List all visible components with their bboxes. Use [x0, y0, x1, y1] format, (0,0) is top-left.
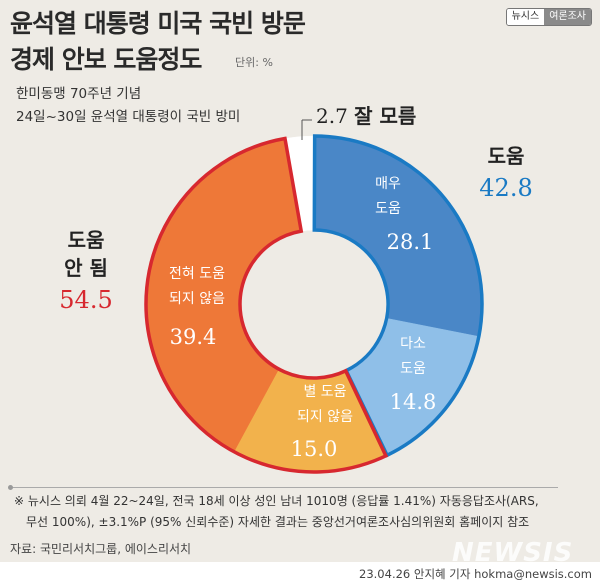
title-line1: 윤석열 대통령 미국 국빈 방문 [10, 9, 306, 38]
divider-dot [8, 485, 13, 490]
unknown-text: 잘 모름 [354, 104, 417, 128]
slice-label-not-helpful-at-all: 전혀 도움 되지 않음 [169, 262, 225, 312]
label-line: 다소 [400, 336, 426, 352]
group-value-help: 42.8 [479, 174, 533, 202]
label-line: 되지 않음 [169, 291, 225, 307]
unknown-value: 2.7 [316, 104, 348, 128]
label-line: 도움 [375, 201, 401, 217]
group-label-help: 도움 [487, 144, 525, 168]
label-line: 안 됨 [64, 256, 108, 280]
source: 자료: 국민리서치그룹, 에이스리서치 [10, 542, 192, 556]
label-line: 되지 않음 [297, 409, 353, 425]
slice-label-somewhat-helpful: 다소 도움 [400, 332, 426, 382]
title-line2: 경제 안보 도움정도 [10, 45, 202, 74]
label-line: 별 도움 [303, 384, 347, 400]
subtitle-line2: 24일~30일 윤석열 대통령이 국빈 방미 [16, 109, 241, 125]
footer-divider [10, 487, 558, 488]
slice-label-very-helpful: 매우 도움 [375, 172, 401, 222]
label-line: 매우 [375, 176, 401, 192]
group-label-nohelp: 도움 안 됨 [64, 226, 108, 282]
group-value-nohelp: 54.5 [59, 286, 113, 314]
credit: 23.04.26 안지혜 기자 hokma@newsis.com [359, 567, 592, 581]
poll-badge: 뉴시스 여론조사 [505, 8, 592, 26]
slice-value-not-helpful-at-all: 39.4 [169, 325, 217, 349]
group-outline-help [312, 134, 484, 458]
label-line: 도움 [400, 361, 426, 377]
label-line: 전혀 도움 [169, 266, 225, 282]
label-line: 도움 [67, 228, 105, 252]
badge-left: 뉴시스 [506, 9, 545, 25]
survey-note-line1: ※ 뉴시스 의뢰 4월 22~24일, 전국 18세 이상 성인 남녀 1010… [14, 494, 539, 508]
slice-value-not-very-helpful: 15.0 [290, 437, 338, 461]
slice-value-very-helpful: 28.1 [386, 230, 434, 254]
subtitle-line1: 한미동맹 70주년 기념 [16, 86, 142, 102]
group-outline-nohelp [144, 136, 389, 474]
badge-right: 여론조사 [544, 9, 591, 25]
newsis-logo: NEWSIS [452, 538, 574, 568]
survey-note-line2: 무선 100%), ±3.1%P (95% 신뢰수준) 자세한 결과는 중앙선거… [26, 515, 530, 529]
unknown-label: 2.7 잘 모름 [316, 100, 416, 129]
slice-label-not-very-helpful: 별 도움 되지 않음 [297, 380, 353, 430]
unit-label: 단위: % [235, 56, 273, 69]
slice-value-somewhat-helpful: 14.8 [389, 390, 437, 414]
donut-chart [144, 119, 484, 474]
